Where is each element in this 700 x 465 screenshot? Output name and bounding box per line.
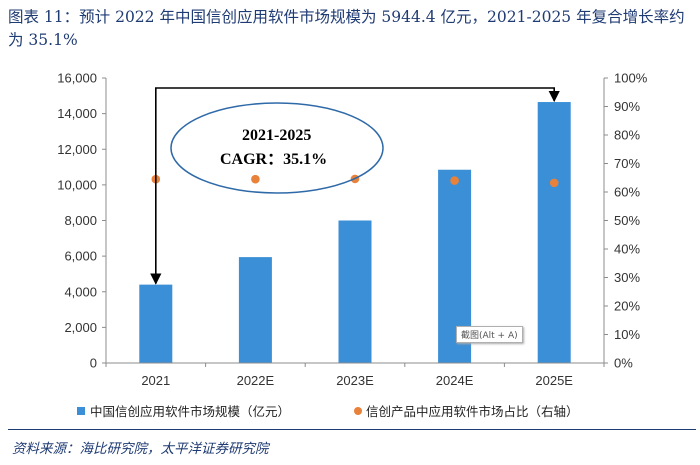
right-tick-label: 0%	[614, 356, 633, 371]
right-tick-label: 40%	[614, 242, 640, 257]
left-tick-label: 4,000	[64, 284, 97, 299]
legend-swatch-point	[354, 407, 362, 415]
legend-swatch-bar	[77, 407, 85, 415]
share-point	[549, 178, 559, 188]
cagr-period-label: 2021-2025	[242, 127, 311, 144]
left-tick-label: 10,000	[57, 177, 97, 192]
chart: 0 2,000 4,000 6,000 8,000 10,000 12,000 14,000 1…	[57, 71, 648, 420]
right-tick-label: 50%	[614, 213, 640, 228]
left-tick-label: 6,000	[64, 249, 97, 264]
bar	[338, 220, 372, 363]
right-tick-label: 80%	[614, 128, 640, 143]
bar	[139, 284, 173, 363]
left-tick-label: 12,000	[57, 142, 97, 157]
legend: 中国信创应用软件市场规模（亿元） 信创产品中应用软件市场占比（右轴）	[77, 404, 579, 419]
left-tick-label: 14,000	[57, 106, 97, 121]
figure-source: 资料来源：海比研究院，太平洋证券研究院	[12, 441, 269, 457]
x-tick-label: 2021	[141, 373, 170, 388]
legend-label-bar: 中国信创应用软件市场规模（亿元）	[90, 404, 290, 419]
right-tick-label: 60%	[614, 185, 640, 200]
left-tick-label: 8,000	[64, 213, 97, 228]
x-tick-label: 2025E	[535, 373, 573, 388]
right-tick-label: 30%	[614, 270, 640, 285]
left-tick-label: 2,000	[64, 320, 97, 335]
bar	[238, 257, 272, 363]
right-tick-label: 70%	[614, 156, 640, 171]
cagr-value-label: CAGR：35.1%	[220, 151, 327, 168]
right-tick-label: 90%	[614, 99, 640, 114]
right-tick-label: 10%	[614, 327, 640, 342]
source-divider	[8, 429, 696, 430]
x-tick-label: 2022E	[237, 373, 275, 388]
figure-title: 图表 11：预计 2022 年中国信创应用软件市场规模为 5944.4 亿元，2…	[8, 8, 685, 49]
screenshot-tooltip: 截图(Alt + A)	[456, 326, 523, 343]
x-tick-label: 2023E	[336, 373, 374, 388]
right-tick-label: 20%	[614, 299, 640, 314]
left-tick-label: 0	[90, 356, 97, 371]
left-tick-label: 16,000	[57, 71, 97, 86]
cagr-ellipse	[170, 102, 384, 194]
share-point	[450, 176, 459, 185]
bar	[537, 102, 571, 363]
cagr-arrow	[150, 87, 560, 285]
share-point	[251, 174, 260, 184]
right-tick-label: 100%	[614, 71, 648, 86]
legend-label-point: 信创产品中应用软件市场占比（右轴）	[366, 404, 579, 419]
x-tick-label: 2024E	[436, 373, 474, 388]
